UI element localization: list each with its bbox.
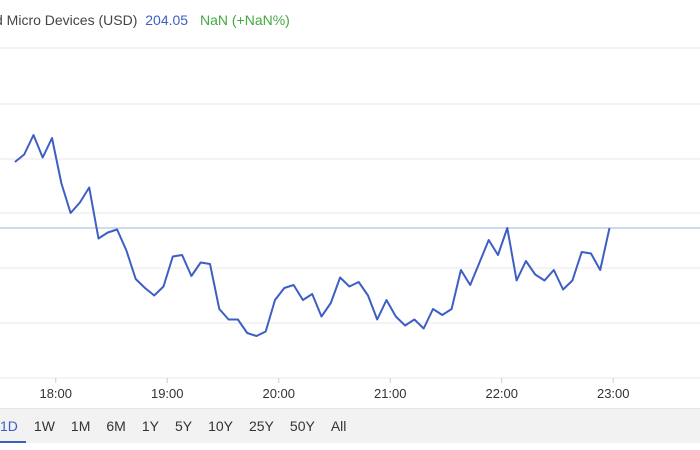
data-point: [495, 252, 501, 258]
grid-lines: [0, 47, 700, 379]
data-point: [77, 200, 83, 206]
data-point: [244, 330, 250, 336]
data-point: [318, 314, 324, 320]
data-point: [170, 254, 176, 260]
range-button-1m[interactable]: 1M: [70, 418, 91, 434]
data-point: [133, 276, 139, 282]
data-point: [235, 317, 241, 323]
data-point: [504, 225, 510, 231]
data-point: [346, 284, 352, 290]
data-point: [281, 285, 287, 291]
data-point: [588, 251, 594, 257]
data-point: [179, 252, 185, 258]
data-point: [607, 225, 613, 231]
data-point: [123, 248, 129, 254]
range-button-1y[interactable]: 1Y: [141, 418, 159, 434]
data-point: [95, 236, 101, 242]
data-point: [551, 267, 557, 273]
data-point: [384, 297, 390, 303]
range-button-5y[interactable]: 5Y: [174, 418, 193, 434]
data-point: [300, 297, 306, 303]
x-tick-label: 22:00: [485, 386, 518, 401]
data-point: [58, 180, 64, 186]
data-point: [198, 260, 204, 266]
range-button-all[interactable]: All: [330, 418, 347, 434]
data-point: [30, 132, 36, 138]
range-button-50y[interactable]: 50Y: [289, 418, 315, 434]
data-point: [105, 230, 111, 236]
data-point: [142, 285, 148, 291]
data-point: [439, 312, 445, 318]
data-point: [263, 329, 269, 335]
data-point: [476, 260, 482, 266]
data-point: [291, 282, 297, 288]
data-point: [467, 282, 473, 288]
instrument-title: d Micro Devices (USD): [0, 12, 138, 28]
chart-header: d Micro Devices (USD) 204.05 NaN (+NaN%): [0, 12, 290, 36]
data-point: [569, 278, 575, 284]
data-point: [272, 297, 278, 303]
x-tick-label: 23:00: [597, 386, 630, 401]
data-point: [161, 284, 167, 290]
range-selector: 1D 1W 1M 6M 1Y 5Y 10Y 25Y 50Y All: [0, 408, 700, 443]
data-point: [49, 135, 55, 141]
data-point: [12, 159, 18, 165]
range-button-1w[interactable]: 1W: [33, 418, 55, 434]
data-point: [411, 317, 417, 323]
data-point: [337, 275, 343, 281]
data-point: [458, 267, 464, 273]
price-chart[interactable]: 18:00 19:00 20:00 21:00 22:00 23:00: [0, 0, 700, 408]
price-series-line: [14, 134, 611, 337]
data-point: [560, 287, 566, 293]
data-point: [597, 267, 603, 273]
data-point: [151, 293, 157, 299]
x-axis: 18:00 19:00 20:00 21:00 22:00 23:00: [39, 378, 630, 401]
range-button-6m[interactable]: 6M: [106, 418, 126, 434]
x-tick-label: 20:00: [262, 386, 295, 401]
data-point: [393, 314, 399, 320]
data-point: [523, 258, 529, 264]
range-button-10y[interactable]: 10Y: [208, 418, 233, 434]
data-point: [309, 291, 315, 297]
data-point: [365, 293, 371, 299]
data-point: [356, 279, 362, 285]
data-point: [402, 323, 408, 329]
x-tick-label: 19:00: [151, 386, 184, 401]
data-point: [86, 185, 92, 191]
x-tick-label: 18:00: [39, 386, 72, 401]
data-point: [21, 152, 27, 158]
data-point: [114, 227, 120, 233]
price-change: NaN (+NaN%): [199, 12, 290, 28]
data-point: [68, 210, 74, 216]
data-point: [449, 306, 455, 312]
x-tick-label: 21:00: [374, 386, 407, 401]
data-point: [514, 278, 520, 284]
range-button-1d[interactable]: 1D: [0, 409, 26, 443]
current-price: 204.05: [145, 12, 189, 28]
data-point: [579, 249, 585, 255]
data-point: [541, 278, 547, 284]
data-point: [328, 300, 334, 306]
data-point: [486, 237, 492, 243]
data-point: [40, 155, 46, 161]
data-point: [532, 272, 538, 278]
data-point: [216, 306, 222, 312]
range-button-25y[interactable]: 25Y: [248, 418, 274, 434]
series-line-group: [12, 132, 613, 339]
data-point: [430, 306, 436, 312]
data-point: [253, 333, 259, 339]
data-point: [226, 317, 232, 323]
data-point: [188, 273, 194, 279]
data-point: [421, 326, 427, 332]
data-point: [374, 317, 380, 323]
data-point: [207, 261, 213, 267]
